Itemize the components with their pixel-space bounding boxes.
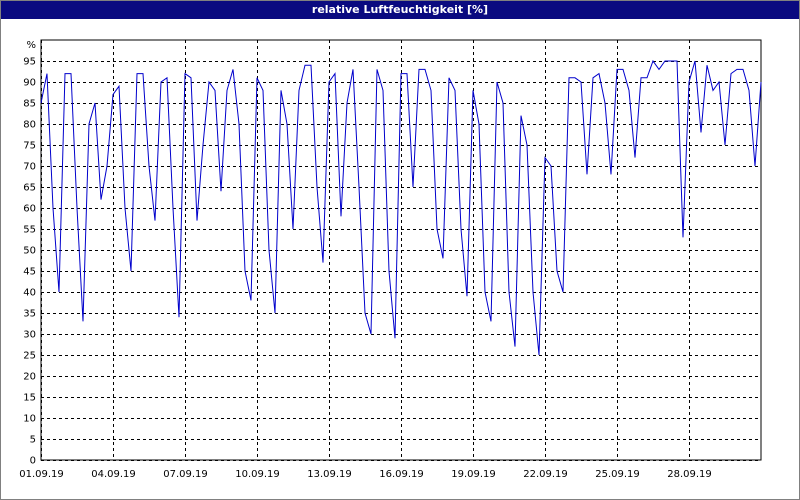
- y-tick-label: 90: [23, 78, 36, 89]
- y-unit: %: [26, 40, 36, 51]
- y-tick-label: 85: [23, 99, 36, 110]
- y-tick-label: 10: [23, 414, 36, 425]
- y-tick-label: 70: [23, 162, 36, 173]
- x-tick-label: 10.09.19: [235, 469, 280, 480]
- y-tick-label: 15: [23, 393, 36, 404]
- y-tick-label: 5: [30, 435, 36, 446]
- y-tick-label: 0: [30, 456, 36, 467]
- chart-title: relative Luftfeuchtigkeit [%]: [1, 1, 799, 19]
- y-tick-label: 95: [23, 57, 36, 68]
- y-tick-label: 40: [23, 288, 36, 299]
- x-tick-label: 22.09.19: [523, 469, 568, 480]
- y-tick-label: 20: [23, 372, 36, 383]
- x-tick-label: 04.09.19: [91, 469, 136, 480]
- y-tick-label: 50: [23, 246, 36, 257]
- y-tick-label: 60: [23, 204, 36, 215]
- x-tick-label: 28.09.19: [667, 469, 712, 480]
- y-tick-label: 55: [23, 225, 36, 236]
- data-line: [40, 59, 762, 356]
- y-tick-label: 45: [23, 267, 36, 278]
- x-tick-label: 25.09.19: [595, 469, 640, 480]
- y-tick-label: 80: [23, 120, 36, 131]
- x-tick-label: 16.09.19: [379, 469, 424, 480]
- x-tick-label: 07.09.19: [163, 469, 208, 480]
- y-tick-label: 30: [23, 330, 36, 341]
- x-tick-label: 13.09.19: [307, 469, 352, 480]
- y-tick-label: 65: [23, 183, 36, 194]
- y-tick-label: 75: [23, 141, 36, 152]
- x-tick-label: 01.09.19: [19, 469, 64, 480]
- x-tick-label: 19.09.19: [451, 469, 496, 480]
- y-tick-label: 25: [23, 351, 36, 362]
- y-tick-label: 35: [23, 309, 36, 320]
